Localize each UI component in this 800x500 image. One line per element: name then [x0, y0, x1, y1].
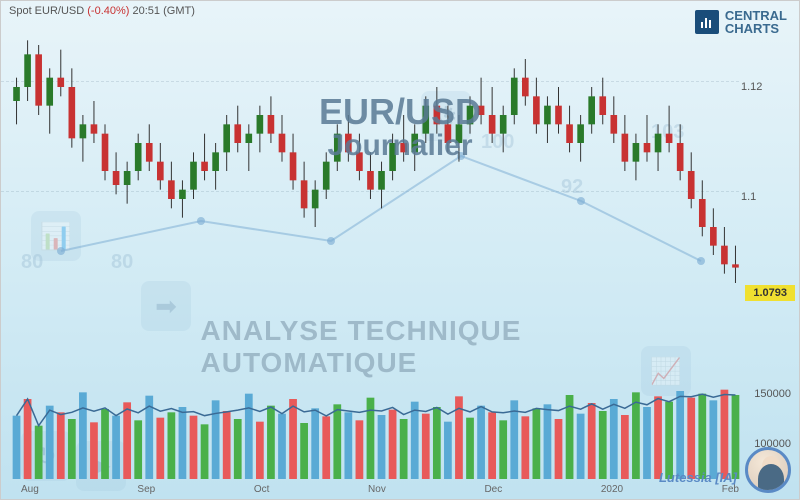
chart-container: Spot EUR/USD (-0.40%) 20:51 (GMT) CENTRA… [0, 0, 800, 500]
avatar-icon[interactable] [745, 447, 791, 493]
time-x-axis: AugSepOctNovDec2020Feb [21, 484, 739, 495]
header-info: Spot EUR/USD (-0.40%) 20:51 (GMT) [9, 5, 195, 17]
change-pct: (-0.40%) [87, 5, 129, 17]
instrument-name: Spot EUR/USD [9, 5, 84, 17]
chart-title: EUR/USD Journalier [319, 91, 481, 163]
timestamp: 20:51 (GMT) [133, 5, 195, 17]
logo[interactable]: CENTRAL CHARTS [695, 9, 787, 35]
attribution: Lutessia [IA] [659, 470, 737, 485]
current-price-label: 1.0793 [745, 285, 795, 301]
title-main: EUR/USD [319, 91, 481, 133]
title-sub: Journalier [319, 129, 481, 163]
volume-chart[interactable] [11, 359, 741, 479]
logo-icon [695, 10, 719, 34]
logo-text: CENTRAL CHARTS [725, 9, 787, 35]
candlestick-chart[interactable] [11, 31, 741, 311]
